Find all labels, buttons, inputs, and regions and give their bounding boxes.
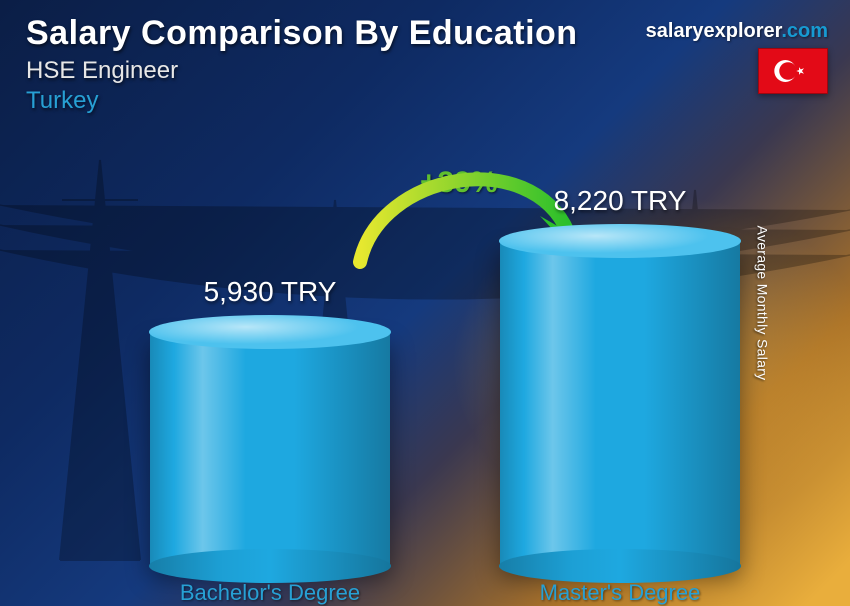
bar-category-label: Bachelor's Degree [150, 580, 390, 606]
chart-subtitle-role: HSE Engineer [26, 57, 578, 85]
chart-title: Salary Comparison By Education [26, 14, 578, 53]
brand-name: salaryexplorer [646, 20, 782, 42]
stage: Salary Comparison By Education HSE Engin… [0, 0, 850, 606]
bar-rect [500, 241, 740, 566]
bar-chart: +39% 5,930 TRY Bachelor's Degree 8,220 T… [0, 136, 850, 606]
header: Salary Comparison By Education HSE Engin… [26, 14, 578, 115]
country-flag [758, 48, 828, 94]
bar-masters: 8,220 TRY Master's Degree [500, 241, 740, 566]
chart-subtitle-country: Turkey [26, 87, 578, 115]
brand-domain: .com [781, 20, 828, 42]
bar-bachelors: 5,930 TRY Bachelor's Degree [150, 332, 390, 566]
increase-badge: +39% [420, 166, 498, 200]
bar-category-label: Master's Degree [500, 580, 740, 606]
brand-logo: salaryexplorer.com [646, 20, 828, 43]
bar-value-label: 5,930 TRY [150, 276, 390, 308]
bar-rect [150, 332, 390, 566]
bar-value-label: 8,220 TRY [500, 185, 740, 217]
